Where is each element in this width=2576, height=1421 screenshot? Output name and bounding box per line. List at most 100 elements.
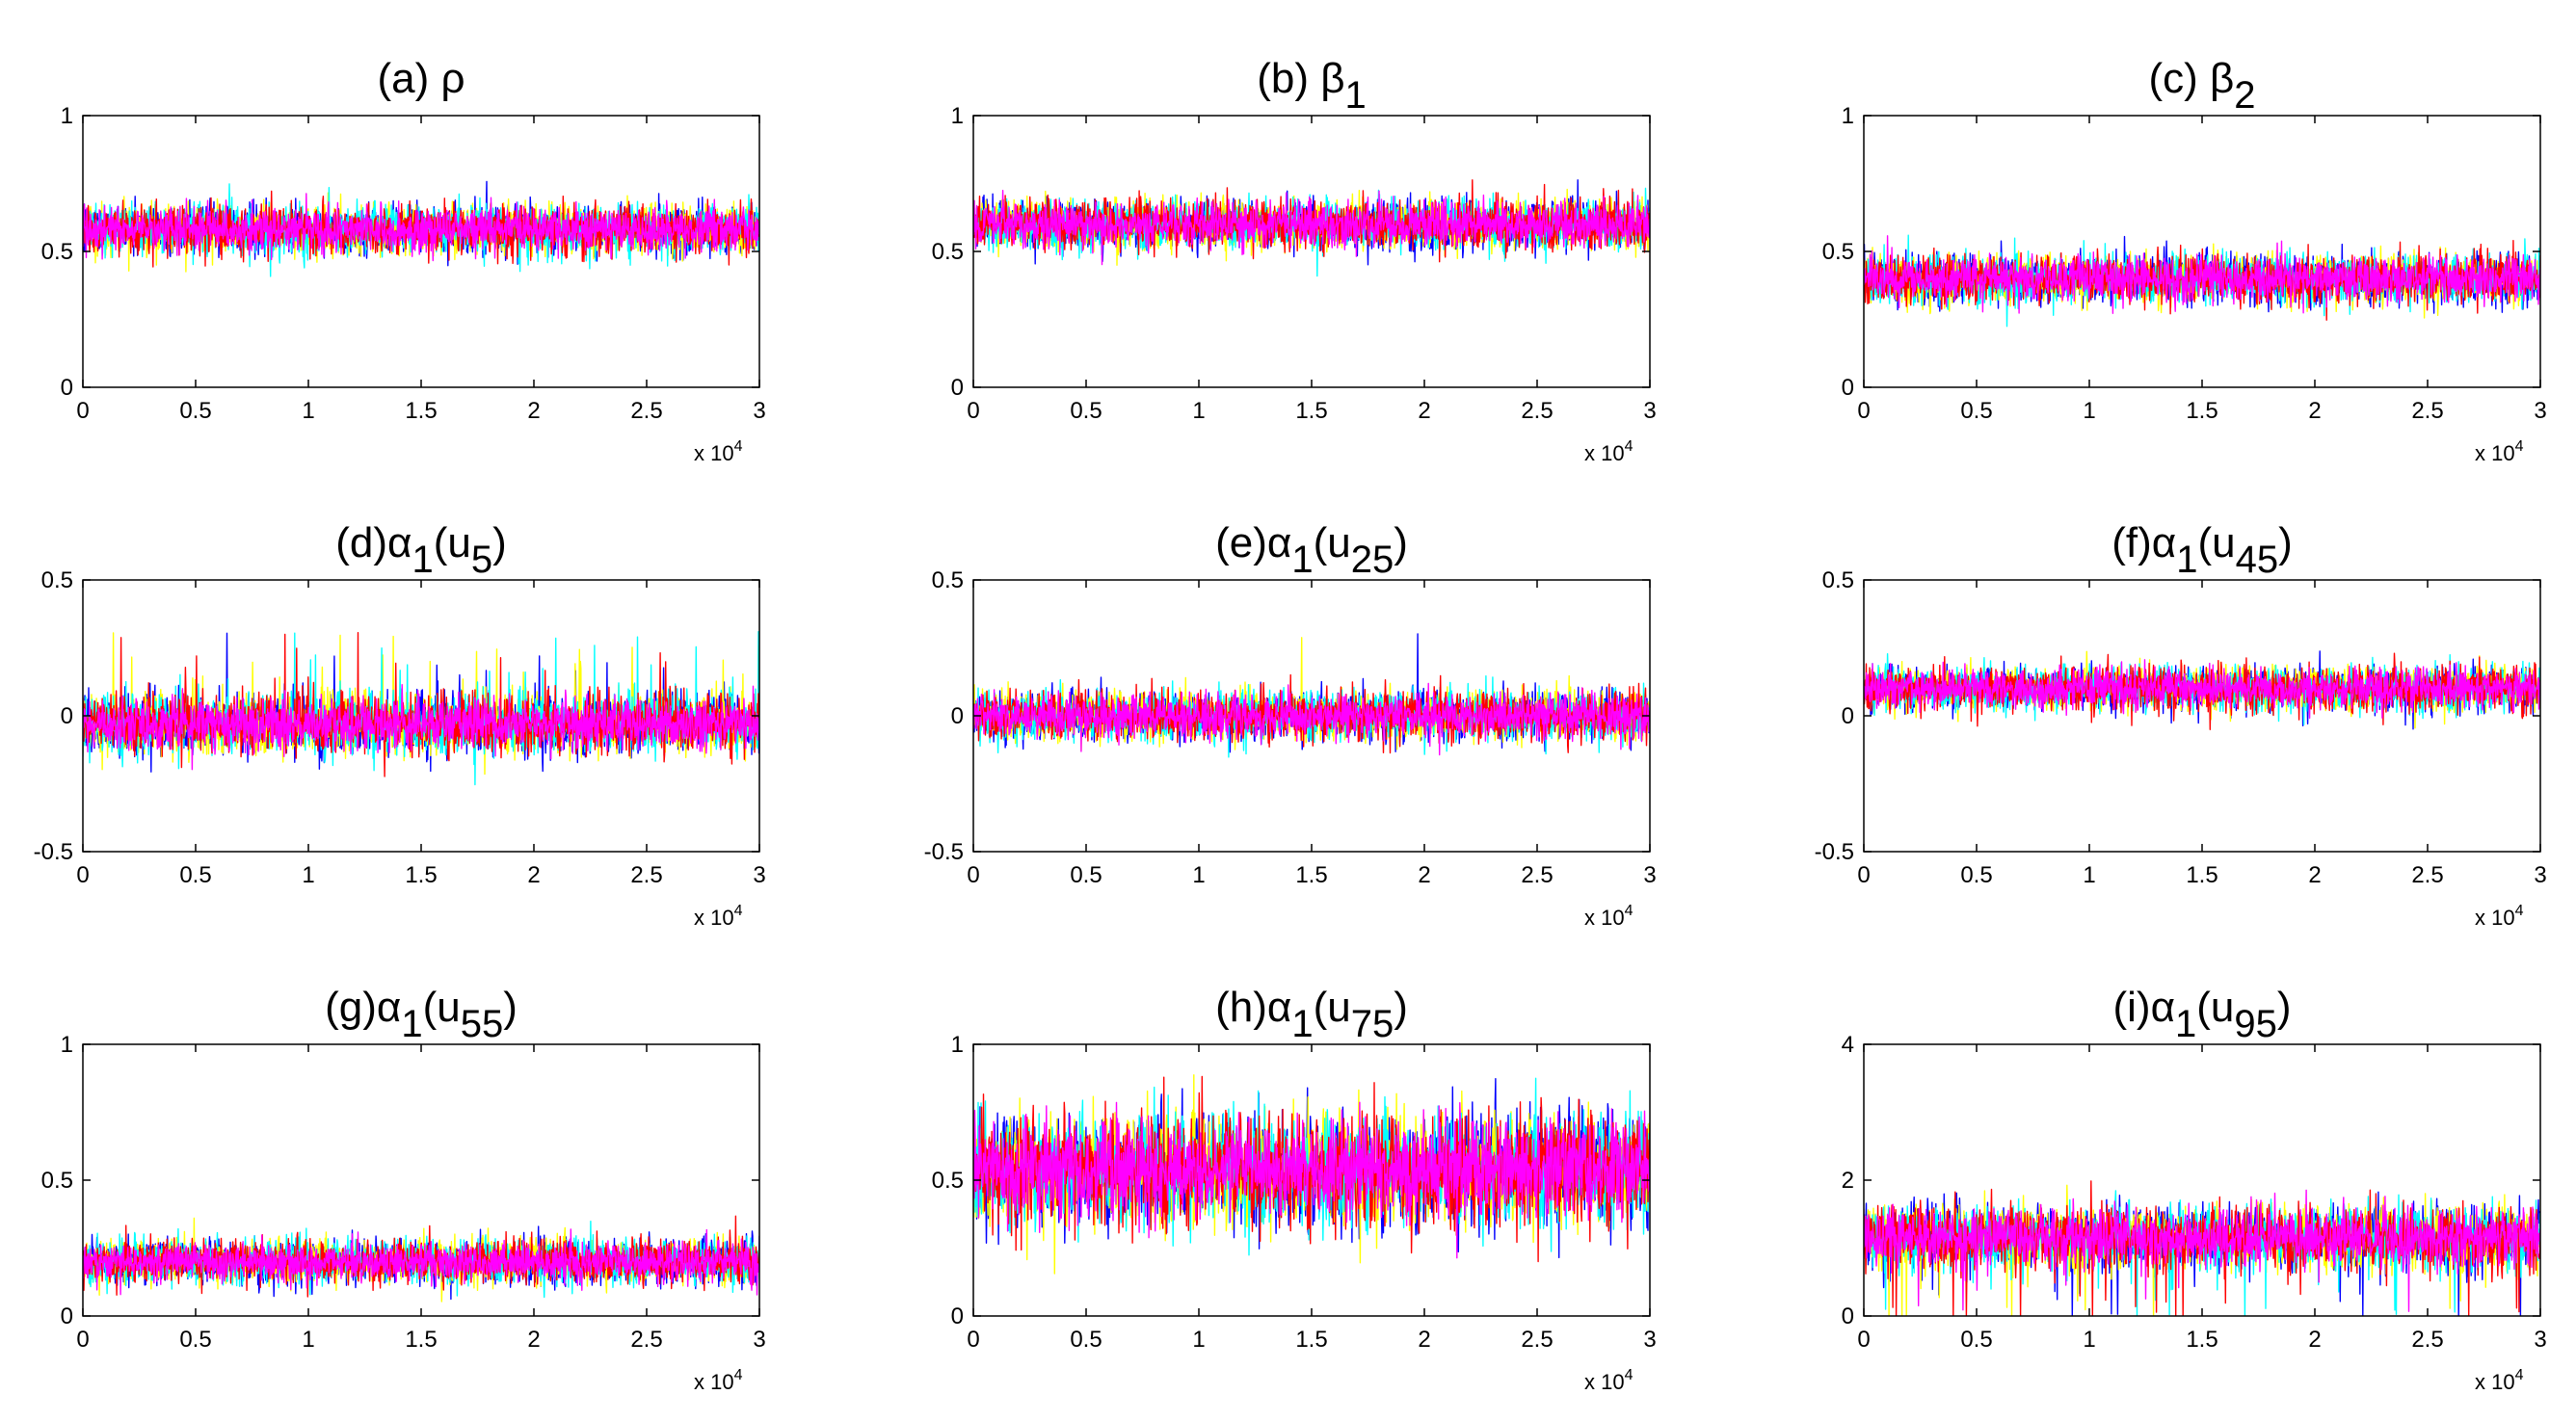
x-tick-label: 0.5 — [179, 1327, 211, 1353]
x-tick-label: 2 — [2308, 1327, 2321, 1353]
x-tick-label: 0.5 — [1960, 862, 1992, 888]
x-tick-label: 2 — [1418, 862, 1430, 888]
series-chain-5 — [1864, 659, 2540, 720]
x-multiplier-label: x 104 — [694, 1367, 743, 1394]
x-multiplier-label: x 104 — [2475, 438, 2524, 465]
x-tick-label: 2.5 — [630, 398, 662, 424]
series-chain-5 — [83, 684, 759, 771]
x-multiplier-label: x 104 — [2475, 903, 2524, 930]
x-tick-label: 1 — [302, 398, 314, 424]
axes-area — [973, 116, 1650, 387]
x-tick-label: 2.5 — [1521, 398, 1553, 424]
x-tick-label: 1.5 — [2186, 398, 2217, 424]
subplot-2: 0 0.5 1 1.5 2 2.5 3 0 0.5 1 x 104 (c) β2 — [1822, 55, 2547, 465]
x-tick-label: 1.5 — [1295, 862, 1327, 888]
y-tick-label: 1 — [951, 1032, 964, 1058]
x-tick-label: 2.5 — [630, 1327, 662, 1353]
x-tick-label: 2 — [2308, 398, 2321, 424]
x-tick-label: 0 — [76, 398, 89, 424]
x-tick-label: 1.5 — [405, 1327, 437, 1353]
y-tick-label: 1 — [61, 103, 73, 129]
subplot-title: (g)α1(u55) — [325, 984, 518, 1045]
x-tick-label: 1.5 — [405, 862, 437, 888]
y-tick-label: -0.5 — [924, 839, 964, 865]
x-tick-label: 0 — [76, 1327, 89, 1353]
series-chain-5 — [973, 1101, 1650, 1259]
traces — [83, 180, 759, 277]
x-tick-label: 0 — [76, 862, 89, 888]
subplot-6: 0 0.5 1 1.5 2 2.5 3 0 0.5 1 x 104 (g)α1(u55) — [41, 984, 766, 1394]
x-tick-label: 0 — [967, 398, 979, 424]
x-tick-label: 2 — [527, 862, 540, 888]
y-tick-label: 0.5 — [932, 567, 964, 593]
y-tick-label: 0.5 — [41, 1168, 73, 1194]
traces — [83, 631, 759, 786]
y-tick-label: 1 — [951, 103, 964, 129]
x-tick-label: 1.5 — [405, 398, 437, 424]
x-tick-label: 1 — [1192, 398, 1205, 424]
x-tick-label: 2 — [1418, 1327, 1430, 1353]
subplot-3: 0 0.5 1 1.5 2 2.5 3-0.500.5x 104(d)α1(u5) — [34, 519, 766, 930]
x-tick-label: 0.5 — [1070, 1327, 1102, 1353]
x-multiplier-label: x 104 — [694, 438, 743, 465]
x-tick-label: 3 — [1643, 398, 1656, 424]
x-tick-label: 1 — [2083, 1327, 2095, 1353]
subplot-8: 0 0.5 1 1.5 2 2.5 3 0 2 4 x 104 (i)α1(u95) — [1842, 984, 2547, 1394]
x-tick-label: 1 — [302, 1327, 314, 1353]
series-chain-5 — [1864, 235, 2540, 314]
x-tick-label: 3 — [753, 1327, 765, 1353]
y-tick-label: 0.5 — [932, 1168, 964, 1194]
x-tick-label: 0.5 — [1960, 398, 1992, 424]
y-tick-label: 0 — [61, 703, 73, 729]
x-tick-label: 1.5 — [1295, 1327, 1327, 1353]
x-tick-label: 2.5 — [1521, 862, 1553, 888]
x-tick-label: 1 — [1192, 1327, 1205, 1353]
x-tick-label: 2 — [527, 1327, 540, 1353]
x-tick-label: 1 — [302, 862, 314, 888]
subplot-title: (e)α1(u25) — [1215, 519, 1408, 581]
x-tick-label: 0 — [967, 1327, 979, 1353]
y-tick-label: 0 — [1842, 1303, 1854, 1329]
x-multiplier-label: x 104 — [1584, 903, 1633, 930]
subplot-title: (i)α1(u95) — [2112, 984, 2291, 1045]
y-tick-label: 4 — [1842, 1032, 1854, 1058]
subplot-5: 0 0.5 1 1.5 2 2.5 3-0.500.5x 104(f)α1(u45) — [1815, 519, 2547, 930]
x-tick-label: 0.5 — [1960, 1327, 1992, 1353]
y-tick-label: 0 — [61, 375, 73, 401]
subplot-title: (f)α1(u45) — [2111, 519, 2293, 581]
x-tick-label: 2 — [2308, 862, 2321, 888]
x-multiplier-label: x 104 — [2475, 1367, 2524, 1394]
subplot-1: 0 0.5 1 1.5 2 2.5 3 0 0.5 1 x 104 (b) β1 — [932, 55, 1657, 465]
subplot-0: 0 0.5 1 1.5 2 2.5 3 0 0.5 1 x 104 (a) ρ — [41, 55, 766, 465]
y-tick-label: 0.5 — [1822, 567, 1854, 593]
traces — [973, 179, 1650, 277]
y-tick-label: 0.5 — [1822, 239, 1854, 265]
series-chain-5 — [83, 1228, 759, 1296]
subplot-title: (h)α1(u75) — [1215, 984, 1408, 1045]
y-tick-label: 1 — [61, 1032, 73, 1058]
y-tick-label: -0.5 — [1815, 839, 1854, 865]
x-tick-label: 0.5 — [179, 862, 211, 888]
x-tick-label: 2 — [527, 398, 540, 424]
x-tick-label: 3 — [753, 398, 765, 424]
traces — [1864, 650, 2540, 730]
x-tick-label: 2 — [1418, 398, 1430, 424]
traces — [1864, 234, 2540, 328]
x-tick-label: 0 — [967, 862, 979, 888]
y-tick-label: 0.5 — [932, 239, 964, 265]
y-tick-label: 1 — [1842, 103, 1854, 129]
x-tick-label: 0 — [1857, 1327, 1870, 1353]
x-tick-label: 1.5 — [1295, 398, 1327, 424]
x-tick-label: 2.5 — [2411, 862, 2443, 888]
subplot-title: (b) β1 — [1257, 55, 1367, 117]
subplot-title: (d)α1(u5) — [335, 519, 507, 581]
x-tick-label: 0.5 — [1070, 862, 1102, 888]
x-tick-label: 1 — [2083, 398, 2095, 424]
x-tick-label: 3 — [1643, 1327, 1656, 1353]
x-tick-label: 0.5 — [1070, 398, 1102, 424]
series-chain-5 — [973, 190, 1650, 266]
y-tick-label: 0 — [1842, 703, 1854, 729]
traces — [973, 633, 1650, 758]
x-multiplier-label: x 104 — [694, 903, 743, 930]
